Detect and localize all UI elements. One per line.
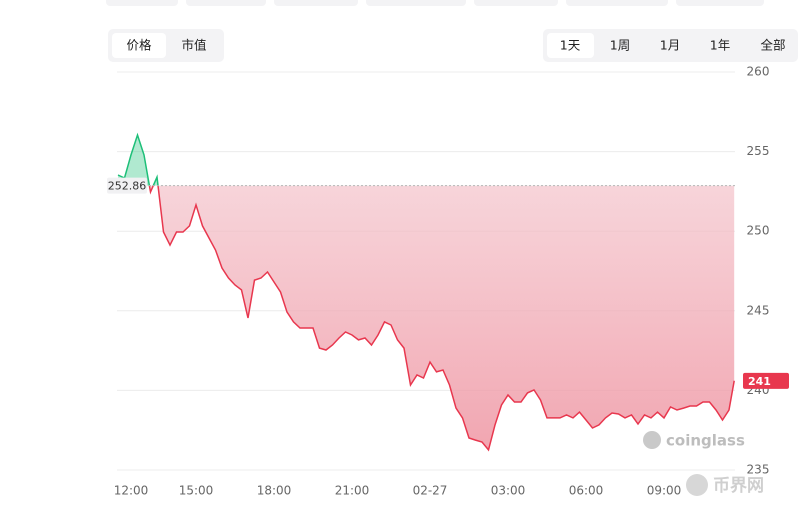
tab[interactable] xyxy=(366,0,466,6)
y-tick-label: 255 xyxy=(747,144,770,158)
top-tabs xyxy=(106,0,764,6)
x-tick-label: 21:00 xyxy=(335,484,370,498)
watermark-text: 币界网 xyxy=(713,476,764,496)
y-tick-label: 250 xyxy=(747,224,770,238)
area-down xyxy=(118,185,735,450)
tab[interactable] xyxy=(274,0,358,6)
x-tick-label: 15:00 xyxy=(179,484,214,498)
tab[interactable] xyxy=(474,0,558,6)
tab[interactable] xyxy=(566,0,668,6)
toggle-active[interactable] xyxy=(112,33,166,58)
range-group xyxy=(543,29,798,62)
last-price-label: 241 xyxy=(748,375,771,388)
range-button[interactable]: 1月 xyxy=(660,38,680,53)
x-tick-label: 03:00 xyxy=(491,484,526,498)
range-button[interactable]: 1周 xyxy=(610,38,630,53)
tab[interactable] xyxy=(186,0,266,6)
range-button[interactable]: 全部 xyxy=(760,38,785,53)
toggle-mcap[interactable]: 市值 xyxy=(181,38,206,53)
last-price-box xyxy=(743,372,789,389)
x-tick-label: 02-27 xyxy=(413,484,448,498)
range-button[interactable]: 1年 xyxy=(710,38,730,53)
range-button[interactable]: 1天 xyxy=(560,38,581,53)
y-tick-label: 245 xyxy=(747,303,770,317)
baseline-label-box xyxy=(107,177,147,194)
watermark-text: coinglass xyxy=(666,432,745,450)
x-tick-label: 06:00 xyxy=(569,484,604,498)
y-tick-label: 235 xyxy=(747,463,770,477)
baseline-label: 252.86 xyxy=(108,180,147,193)
tab[interactable] xyxy=(106,0,178,6)
y-tick-label: 260 xyxy=(747,65,770,79)
toggle-price[interactable]: 价格 xyxy=(126,38,152,53)
tab[interactable] xyxy=(676,0,764,6)
range-active[interactable] xyxy=(547,33,594,58)
watermark: coinglass 币界网 xyxy=(643,431,764,496)
area-up xyxy=(118,135,159,186)
x-tick-label: 12:00 xyxy=(114,484,149,498)
x-tick-label: 09:00 xyxy=(647,484,682,498)
line-down xyxy=(148,185,735,452)
x-tick-label: 18:00 xyxy=(257,484,292,498)
